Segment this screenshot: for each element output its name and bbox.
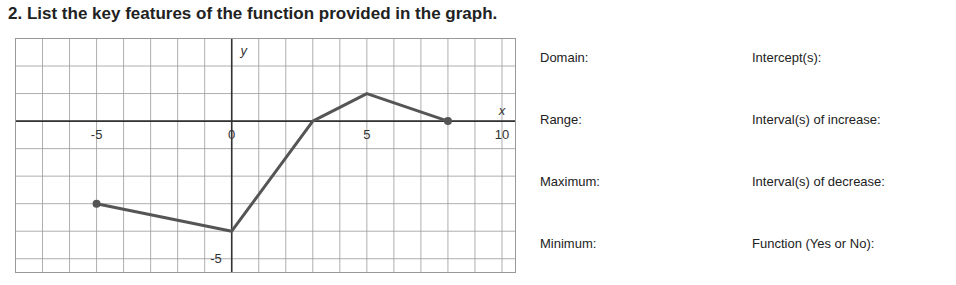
html-text:Intercept(s):: Intercept(s): xyxy=(752,50,822,65)
svg-text:5: 5 xyxy=(363,127,370,142)
html-text:Interval(s) of decrease:: Interval(s) of decrease: xyxy=(752,174,885,189)
svg-text:-5: -5 xyxy=(210,251,222,266)
svg-text:10: 10 xyxy=(495,127,509,142)
svg-text:-5: -5 xyxy=(91,127,103,142)
html-text:Minimum:: Minimum: xyxy=(540,236,597,251)
svg-text:x: x xyxy=(498,103,506,118)
html-text:2. List the key features of th: 2. List the key features of the function… xyxy=(8,4,498,23)
svg-text:y: y xyxy=(239,43,248,58)
html-text:Function (Yes or No):: Function (Yes or No): xyxy=(752,236,875,251)
html-text:Maximum:: Maximum: xyxy=(540,174,600,189)
html-text:Range:: Range: xyxy=(540,112,582,127)
svg-text:0: 0 xyxy=(228,127,235,142)
html-text:Interval(s) of increase:: Interval(s) of increase: xyxy=(752,112,881,127)
html-text:Domain:: Domain: xyxy=(540,50,589,65)
